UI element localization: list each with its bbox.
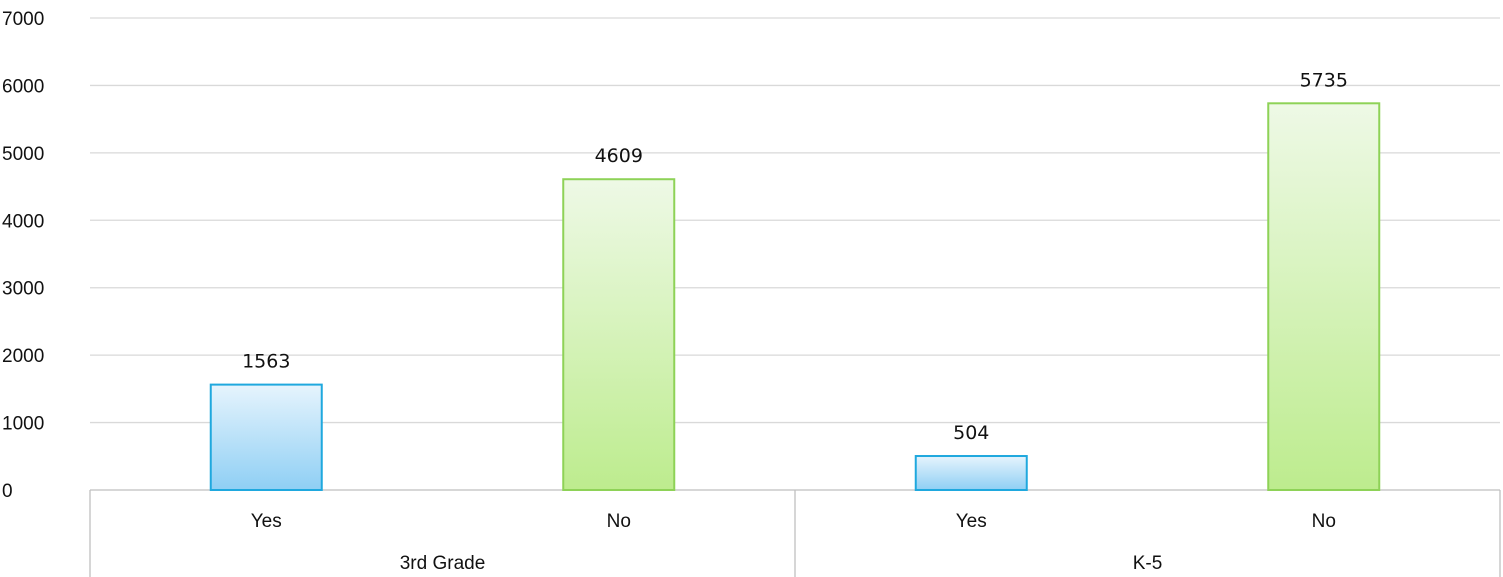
data-label: 4609 [595, 145, 643, 167]
y-tick-label: 7000 [2, 9, 44, 30]
category-labels: Yes No 3rd Grade Yes No K-5 [251, 511, 1336, 574]
group-label: 3rd Grade [400, 553, 486, 574]
category-label: No [1312, 511, 1336, 532]
bar-3rd-grade-yes [209, 383, 323, 491]
category-label: No [607, 511, 631, 532]
category-label: Yes [956, 511, 987, 532]
y-tick-label: 4000 [2, 211, 44, 232]
group-label: K-5 [1133, 553, 1163, 574]
bar-k-5-no [1267, 102, 1381, 491]
y-tick-label: 0 [2, 481, 13, 502]
data-labels: 1563 4609 504 5735 [242, 69, 1348, 444]
y-tick-label: 2000 [2, 346, 44, 367]
bars [209, 102, 1381, 491]
y-tick-label: 5000 [2, 144, 44, 165]
data-label: 504 [953, 422, 989, 444]
data-label: 1563 [242, 351, 290, 373]
gridlines [90, 17, 1500, 424]
category-label: Yes [251, 511, 282, 532]
y-tick-label: 3000 [2, 279, 44, 300]
bar-k-5-yes [914, 455, 1028, 491]
data-label: 5735 [1300, 69, 1348, 91]
y-axis-ticks: 0 1000 2000 3000 4000 5000 6000 7000 [2, 9, 44, 502]
y-tick-label: 6000 [2, 76, 44, 97]
bar-3rd-grade-no [562, 178, 676, 491]
x-axis [89, 489, 1501, 577]
y-tick-label: 1000 [2, 414, 44, 435]
